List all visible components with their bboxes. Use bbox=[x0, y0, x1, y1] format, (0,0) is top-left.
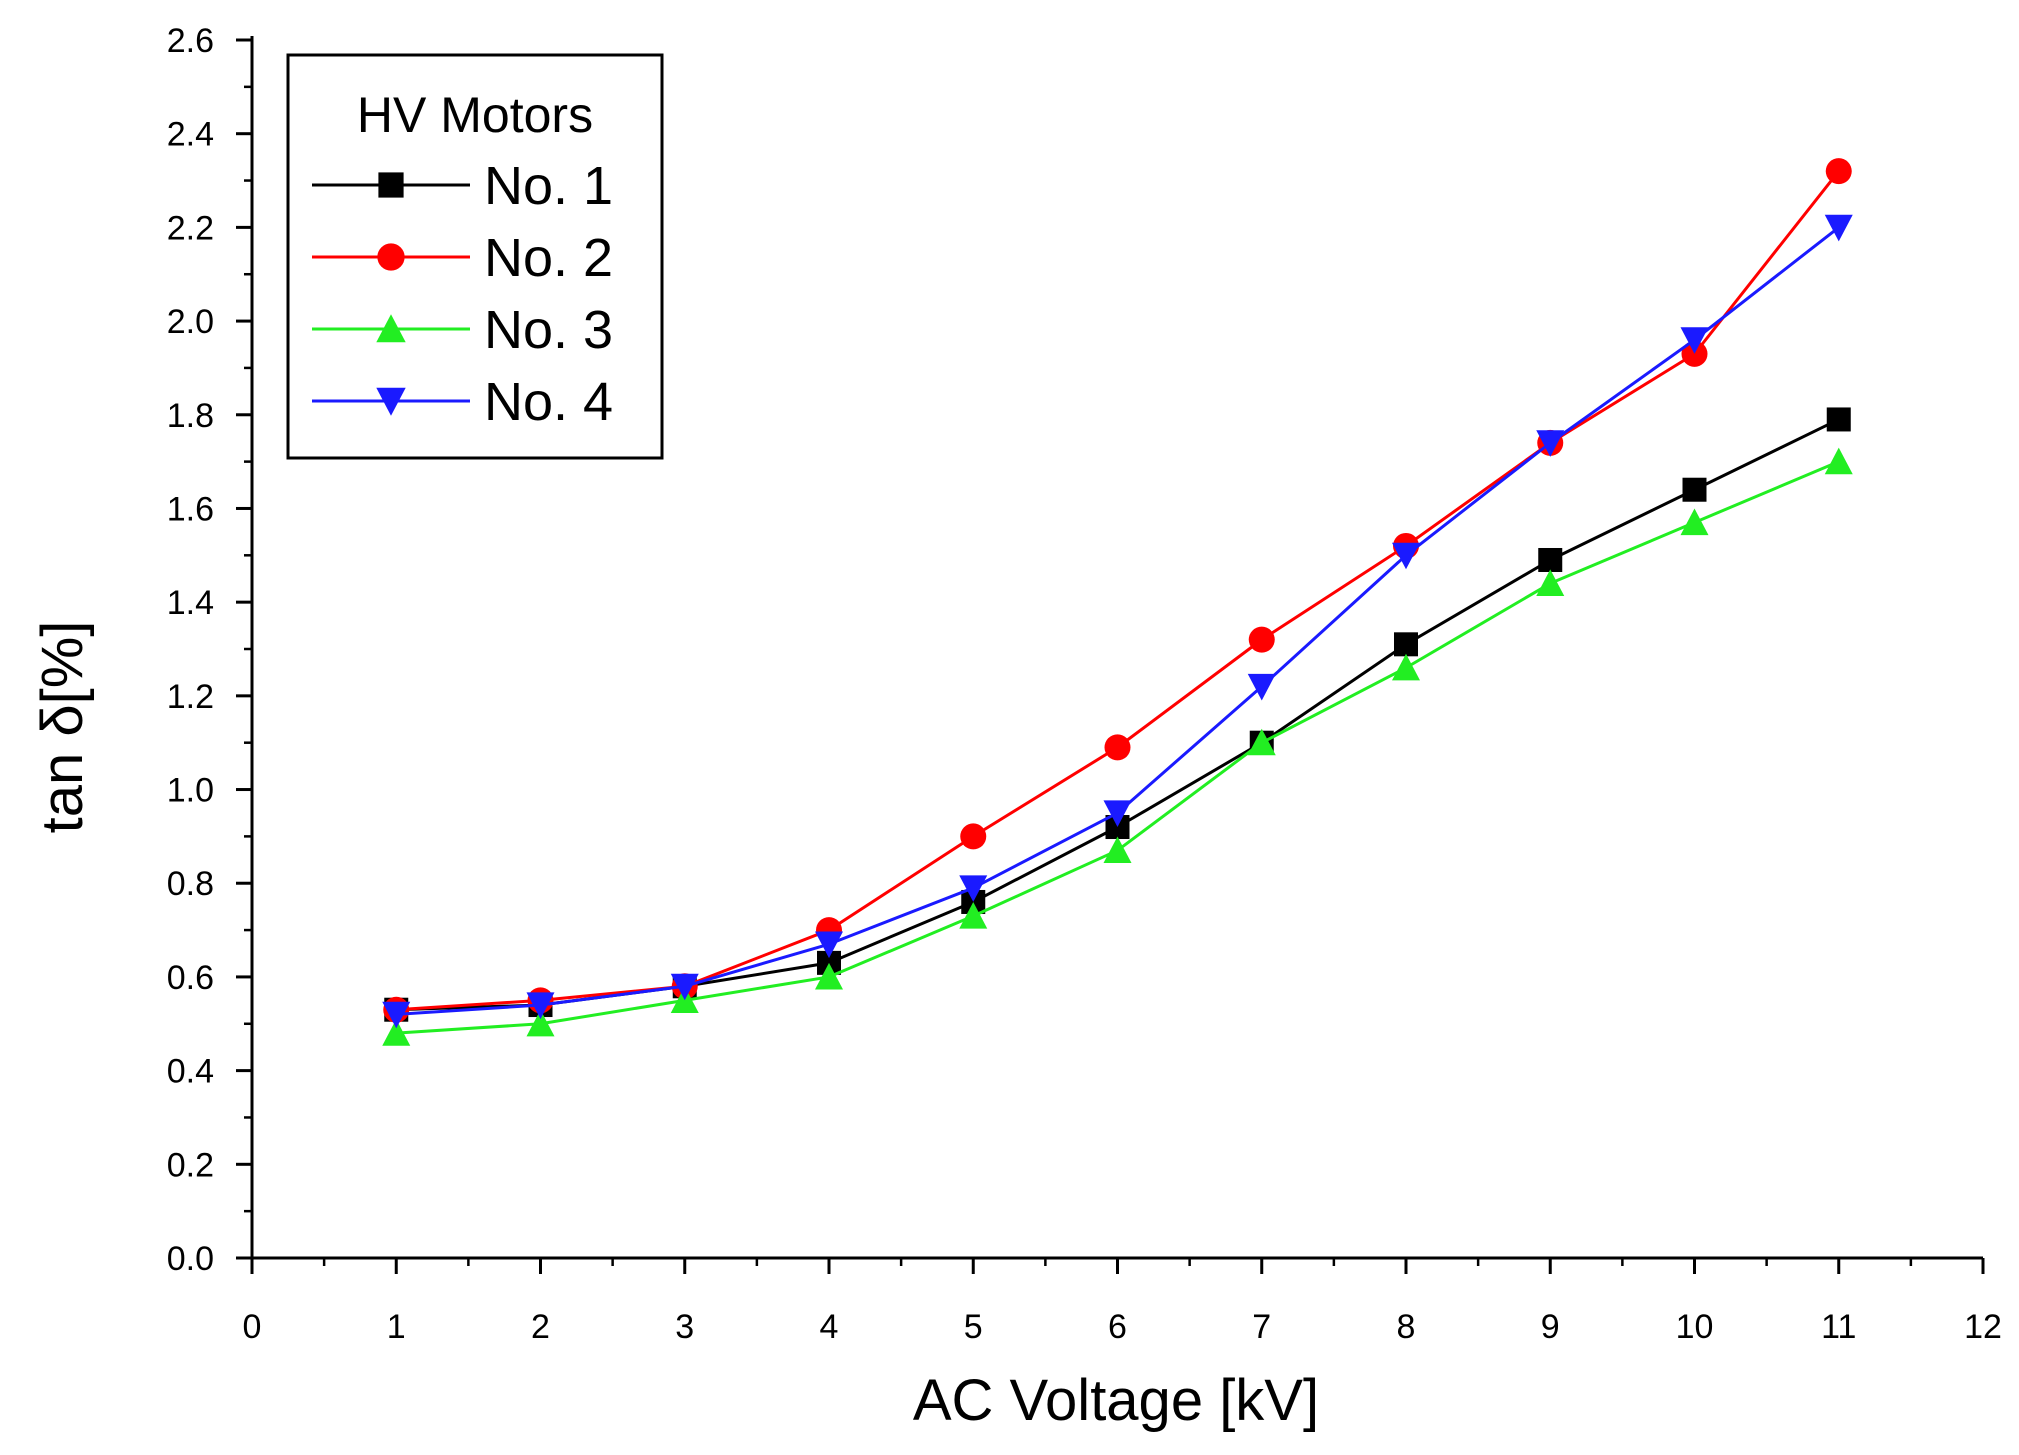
data-point bbox=[815, 931, 843, 959]
data-point bbox=[1826, 407, 1851, 432]
x-tick-label: 9 bbox=[1541, 1308, 1560, 1346]
x-tick-label: 5 bbox=[964, 1308, 983, 1346]
series-3 bbox=[382, 447, 1853, 1046]
data-point bbox=[1680, 327, 1709, 354]
y-tick-label: 1.0 bbox=[167, 772, 214, 810]
y-tick-label: 2.6 bbox=[167, 22, 214, 60]
x-tick-label: 10 bbox=[1676, 1308, 1714, 1346]
data-point bbox=[1538, 547, 1563, 572]
x-tick-label: 1 bbox=[387, 1308, 406, 1346]
x-tick-label: 3 bbox=[675, 1308, 694, 1346]
legend-marker bbox=[376, 387, 406, 416]
x-tick-label: 0 bbox=[243, 1308, 262, 1346]
series-4 bbox=[382, 214, 1853, 1029]
y-tick-label: 1.4 bbox=[167, 584, 214, 622]
x-tick-label: 11 bbox=[1821, 1308, 1856, 1346]
legend-marker bbox=[376, 314, 406, 343]
legend-item: No. 2 bbox=[312, 228, 613, 288]
legend: HV Motors No. 1 No. 2 No. 3 No. 4 bbox=[286, 53, 664, 460]
series-layer bbox=[382, 158, 1853, 1046]
data-point bbox=[959, 875, 988, 902]
x-tick-label: 12 bbox=[1964, 1308, 2002, 1346]
data-point bbox=[1825, 158, 1852, 185]
data-point bbox=[1824, 214, 1853, 242]
data-point bbox=[1104, 734, 1131, 761]
data-point bbox=[382, 1019, 411, 1046]
y-tick-label: 2.0 bbox=[167, 303, 214, 341]
y-tick-label: 2.2 bbox=[167, 209, 214, 247]
legend-title: HV Motors bbox=[357, 87, 593, 143]
data-point bbox=[960, 823, 987, 850]
series-line bbox=[396, 418, 1840, 1012]
legend-marker bbox=[378, 172, 404, 198]
y-tick-label: 1.8 bbox=[167, 397, 214, 435]
data-point bbox=[1394, 632, 1418, 657]
data-point bbox=[1681, 340, 1708, 367]
x-tick-label: 8 bbox=[1397, 1308, 1416, 1346]
chart-axes: 0.0 0.2 0.4 0.6 0.8 1.0 1.2 1.4 1.6 1.8 2.0 2.2 2.4 2… bbox=[167, 22, 2002, 1346]
legend-label: No. 4 bbox=[484, 372, 613, 432]
x-tick-label: 4 bbox=[820, 1308, 839, 1346]
legend-item: No. 3 bbox=[312, 300, 613, 360]
data-point bbox=[526, 992, 555, 1020]
y-tick-label: 2.4 bbox=[167, 116, 214, 154]
y-tick-label: 1.2 bbox=[167, 678, 214, 716]
series-1 bbox=[384, 407, 1851, 1022]
x-tick-label: 2 bbox=[531, 1308, 550, 1346]
legend-label: No. 2 bbox=[484, 228, 613, 288]
data-point bbox=[1536, 430, 1565, 457]
legend-label: No. 1 bbox=[484, 156, 613, 216]
y-tick-label: 0.4 bbox=[167, 1053, 214, 1091]
data-point bbox=[526, 1009, 555, 1037]
data-point bbox=[1103, 836, 1132, 864]
data-point bbox=[1682, 477, 1707, 502]
data-point bbox=[382, 1001, 411, 1029]
x-tick-label: 6 bbox=[1108, 1308, 1127, 1346]
y-axis-title: tan δ[%] bbox=[30, 621, 95, 834]
data-point bbox=[1536, 569, 1565, 597]
data-point bbox=[815, 962, 843, 990]
data-point bbox=[1247, 728, 1276, 756]
legend-marker bbox=[377, 243, 405, 271]
data-point bbox=[959, 902, 988, 929]
x-axis-title: AC Voltage [kV] bbox=[913, 1368, 1319, 1433]
data-point bbox=[670, 973, 699, 1001]
data-point bbox=[1392, 542, 1420, 570]
data-point bbox=[1392, 653, 1420, 681]
y-tick-label: 0.8 bbox=[167, 865, 214, 903]
data-point bbox=[1247, 673, 1276, 701]
data-point bbox=[1680, 508, 1709, 536]
y-tick-label: 0.0 bbox=[167, 1240, 214, 1278]
data-point bbox=[1248, 626, 1275, 653]
legend-item: No. 4 bbox=[312, 372, 613, 432]
data-point bbox=[1103, 800, 1132, 827]
y-tick-label: 0.2 bbox=[167, 1146, 214, 1184]
legend-label: No. 3 bbox=[484, 300, 613, 360]
data-point bbox=[1824, 447, 1853, 475]
y-tick-label: 1.6 bbox=[167, 490, 214, 528]
legend-item: No. 1 bbox=[312, 156, 613, 216]
y-tick-label: 0.6 bbox=[167, 959, 214, 997]
x-tick-label: 7 bbox=[1252, 1308, 1271, 1346]
